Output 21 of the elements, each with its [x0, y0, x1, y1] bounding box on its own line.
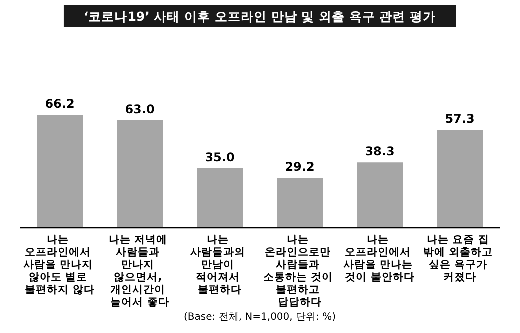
title: ‘코로나19’ 사태 이후 오프라인 만남 및 외출 욕구 관련 평가	[64, 5, 456, 27]
x-tick-label: 나는 사람들과의 만남이 적어져서 불편하다	[190, 234, 250, 296]
data-label: 35.0	[205, 150, 235, 164]
bar	[117, 120, 163, 228]
data-label: 63.0	[125, 102, 155, 116]
data-label: 66.2	[45, 97, 75, 111]
data-label: 57.3	[445, 112, 475, 126]
x-tick-label: 나는 요즘 집 밖에 외출하고 싶은 욕구가 커졌다	[423, 234, 497, 284]
bar	[37, 115, 83, 228]
x-tick-label: 나는 오프라인에서 사람을 만나지 않아도 별로 불편하지 않다	[23, 234, 97, 296]
bar	[437, 130, 483, 228]
x-tick-label: 나는 오프라인에서 사람을 만나는 것이 불안하다	[343, 234, 417, 284]
bar	[357, 162, 403, 228]
data-label: 29.2	[285, 160, 315, 174]
bar	[277, 178, 323, 228]
bar	[197, 168, 243, 228]
x-tick-label: 나는 온라인으로만 사람들과 소통하는 것이 불편하고 답답하다	[263, 234, 337, 308]
data-label: 38.3	[365, 144, 395, 159]
x-tick-label: 나는 저녁에 사람들과 만나지 않으면서, 개인시간이 늘어서 좋다	[108, 234, 172, 308]
text: (Base: 전체, N=1,000, 단위: %)	[184, 312, 336, 323]
chart-title: ‘코로나19’ 사태 이후 오프라인 만남 및 외출 욕구 관련 평가	[84, 9, 436, 24]
